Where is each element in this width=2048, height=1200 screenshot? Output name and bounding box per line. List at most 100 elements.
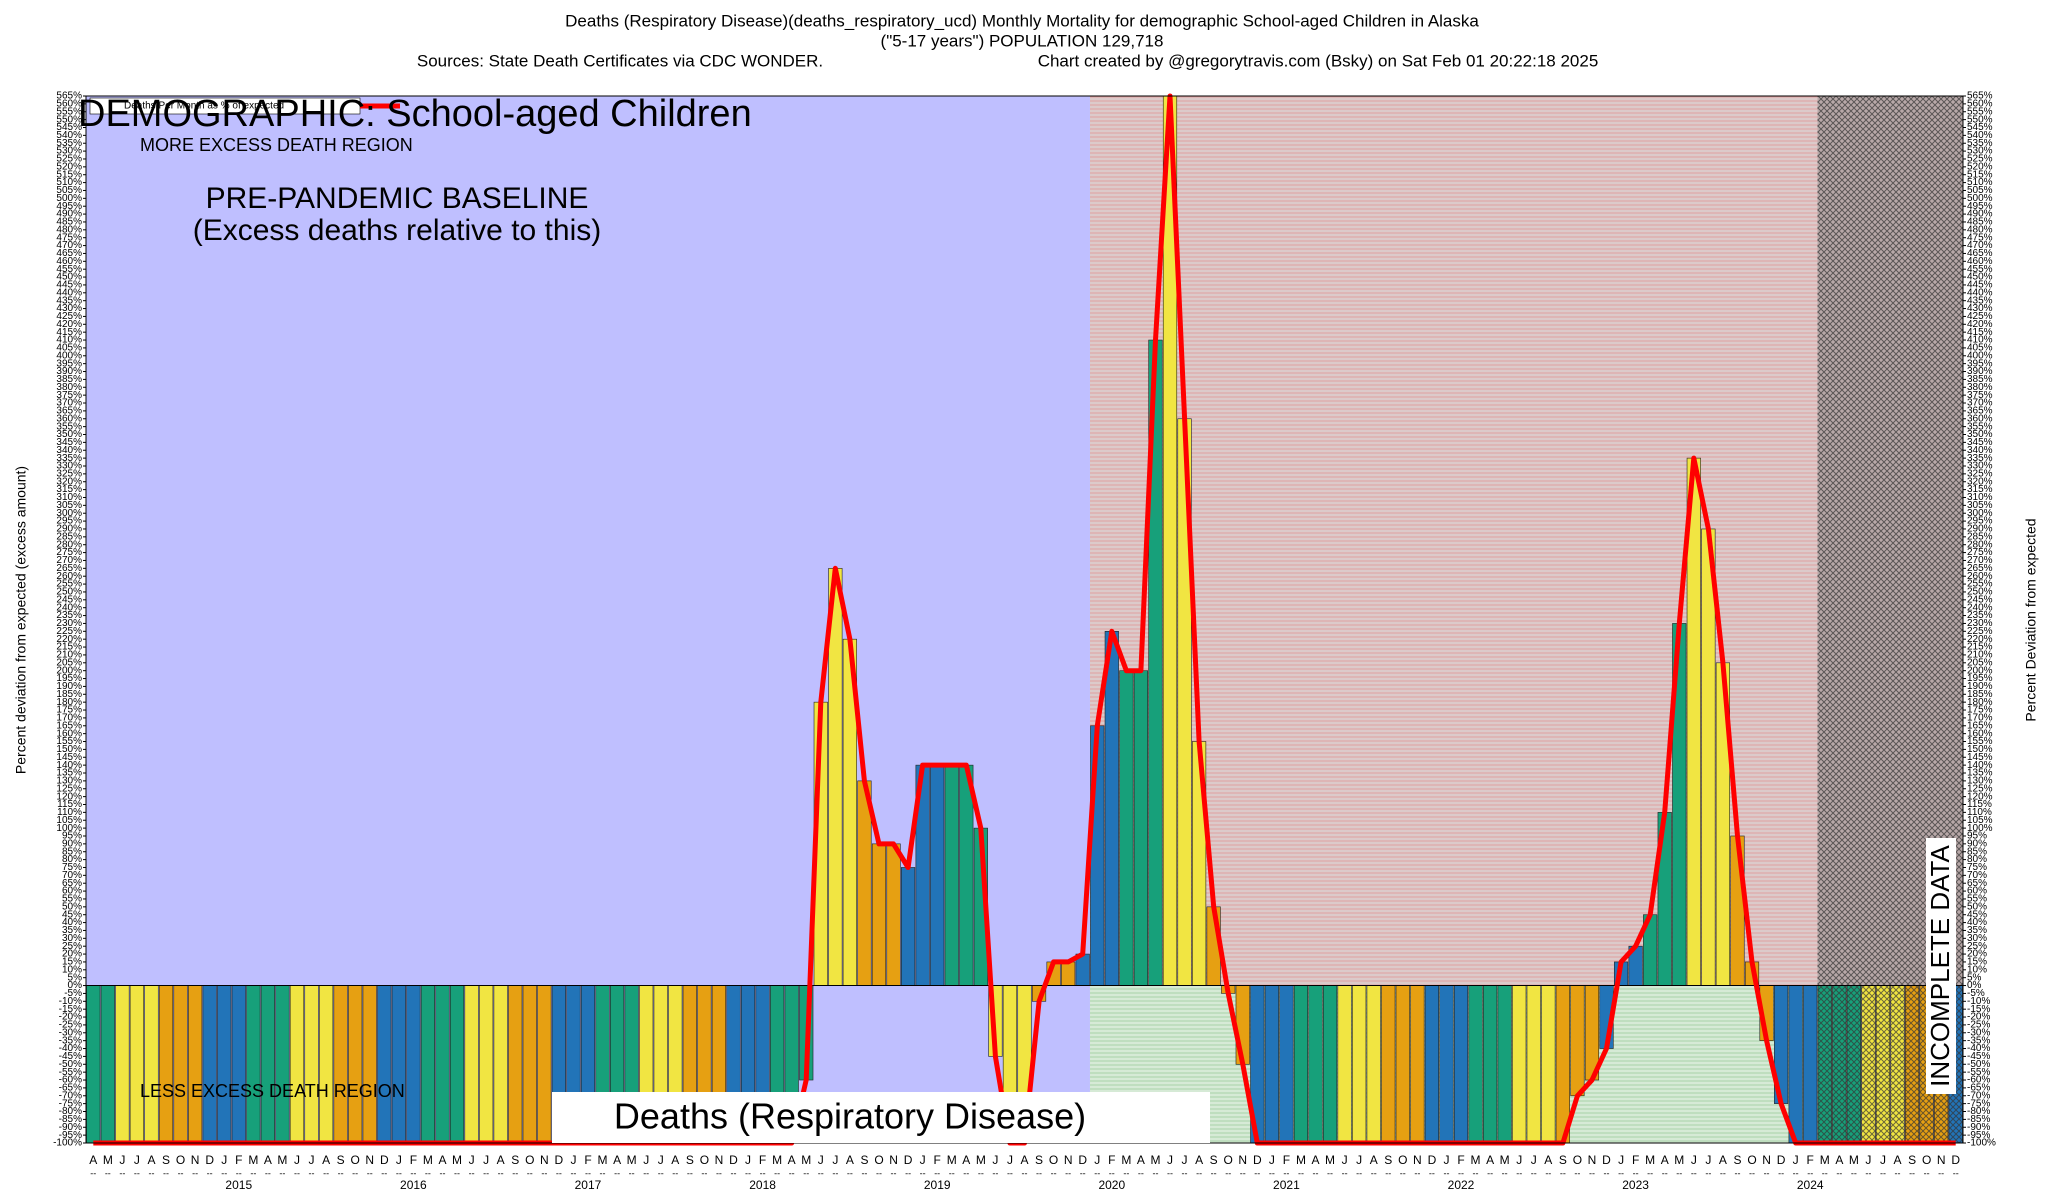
x-tick-dash: -- xyxy=(1414,1168,1420,1178)
bar xyxy=(886,843,901,986)
bar xyxy=(871,843,887,986)
bar xyxy=(508,985,523,1144)
y-tick-label: 320% xyxy=(56,476,82,487)
y2-tick-label: 505% xyxy=(1967,185,1993,196)
y-tick-label: -65% xyxy=(59,1083,82,1094)
y2-tick-label: -70% xyxy=(1967,1090,1990,1101)
y2-tick-label: 155% xyxy=(1967,736,1993,747)
bar xyxy=(1264,985,1279,1144)
x-tick-label: J xyxy=(221,1153,227,1167)
cause-box xyxy=(552,1092,1210,1143)
y2-tick-label: 360% xyxy=(1967,413,1993,424)
x-tick-dash: -- xyxy=(221,1168,227,1178)
y-tick-label: 460% xyxy=(56,256,82,267)
x-tick-dash: -- xyxy=(891,1168,897,1178)
y2-tick-label: 40% xyxy=(1967,917,1987,928)
x-tick-label: A xyxy=(497,1153,505,1167)
y-tick-label: 35% xyxy=(62,925,82,936)
y-tick-label: 315% xyxy=(56,484,82,495)
y2-tick-label: 545% xyxy=(1967,122,1993,133)
y-tick-label: -100% xyxy=(53,1138,82,1149)
y-tick-label: 65% xyxy=(62,878,82,889)
bar xyxy=(202,985,217,1144)
bar xyxy=(493,985,508,1144)
x-tick-label: J xyxy=(992,1153,998,1167)
bar xyxy=(1453,985,1469,1144)
y-tick-label: -20% xyxy=(59,1012,82,1023)
x-tick-dash: -- xyxy=(527,1168,533,1178)
y2-tick-label: 100% xyxy=(1967,823,1993,834)
y-tick-label: 195% xyxy=(56,673,82,684)
bar xyxy=(158,985,174,1144)
bar xyxy=(1133,670,1148,986)
y2-tick-label: 375% xyxy=(1967,390,1993,401)
x-tick-label: M xyxy=(1150,1153,1160,1167)
x-tick-dash: -- xyxy=(309,1168,315,1178)
y-tick-label: 185% xyxy=(56,689,82,700)
x-tick-label: S xyxy=(1210,1153,1218,1167)
x-tick-dash: -- xyxy=(90,1168,96,1178)
y2-tick-label: 85% xyxy=(1967,846,1987,857)
y2-tick-label: 495% xyxy=(1967,201,1993,212)
x-tick-dash: -- xyxy=(1531,1168,1537,1178)
x-tick-dash: -- xyxy=(643,1168,649,1178)
y2-tick-label: 130% xyxy=(1967,776,1993,787)
x-tick-dash: -- xyxy=(265,1168,271,1178)
x-tick-dash: -- xyxy=(250,1168,256,1178)
x-tick-dash: -- xyxy=(1851,1168,1857,1178)
x-tick-dash: -- xyxy=(512,1168,518,1178)
y2-tick-label: 345% xyxy=(1967,437,1993,448)
y-tick-label: 435% xyxy=(56,295,82,306)
y-tick-label: 70% xyxy=(62,870,82,881)
x-tick-label: D xyxy=(205,1153,214,1167)
bar xyxy=(1061,961,1076,986)
x-tick-label: M xyxy=(423,1153,433,1167)
bar xyxy=(1439,985,1454,1144)
x-tick-dash: -- xyxy=(992,1168,998,1178)
y-tick-label: 535% xyxy=(56,138,82,149)
x-tick-dash: -- xyxy=(1633,1168,1639,1178)
y-tick-label: -40% xyxy=(59,1043,82,1054)
x-tick-dash: -- xyxy=(1385,1168,1391,1178)
x-tick-dash: -- xyxy=(1443,1168,1449,1178)
bar xyxy=(1366,985,1381,1144)
y-tick-label: -75% xyxy=(59,1098,82,1109)
y-tick-label: 180% xyxy=(56,697,82,708)
y-tick-label: 215% xyxy=(56,642,82,653)
x-tick-dash: -- xyxy=(1734,1168,1740,1178)
x-tick-dash: -- xyxy=(279,1168,285,1178)
y2-tick-label: 445% xyxy=(1967,280,1993,291)
x-tick-dash: -- xyxy=(1705,1168,1711,1178)
bar xyxy=(1104,631,1119,986)
y2-tick-label: 405% xyxy=(1967,343,1993,354)
x-tick-label: M xyxy=(947,1153,957,1167)
y-tick-label: 540% xyxy=(56,130,82,141)
x-tick-dash: -- xyxy=(1458,1168,1464,1178)
bar xyxy=(217,985,232,1144)
y-tick-label: 545% xyxy=(56,122,82,133)
y-tick-label: -5% xyxy=(64,988,82,999)
y-tick-label: 380% xyxy=(56,382,82,393)
bar xyxy=(1322,985,1338,1144)
y-tick-label: 295% xyxy=(56,516,82,527)
y-tick-label: 285% xyxy=(56,531,82,542)
y-tick-label: 495% xyxy=(56,201,82,212)
bar xyxy=(1424,985,1439,1144)
y-tick-label: 530% xyxy=(56,146,82,157)
y2-tick-label: 140% xyxy=(1967,760,1993,771)
y-tick-label: 130% xyxy=(56,776,82,787)
x-tick-dash: -- xyxy=(614,1168,620,1178)
x-tick-label: F xyxy=(235,1153,242,1167)
x-tick-dash: -- xyxy=(1807,1168,1813,1178)
y2-tick-label: 90% xyxy=(1967,838,1987,849)
y-tick-label: 510% xyxy=(56,177,82,188)
x-tick-label: F xyxy=(1283,1153,1290,1167)
y2-tick-label: -20% xyxy=(1967,1012,1990,1023)
x-tick-label: O xyxy=(351,1153,360,1167)
x-tick-label: M xyxy=(1645,1153,1655,1167)
y2-tick-label: 440% xyxy=(1967,287,1993,298)
x-tick-label: A xyxy=(1312,1153,1320,1167)
x-tick-dash: -- xyxy=(1662,1168,1668,1178)
y2-tick-label: -15% xyxy=(1967,1004,1990,1015)
y-tick-label: 405% xyxy=(56,343,82,354)
